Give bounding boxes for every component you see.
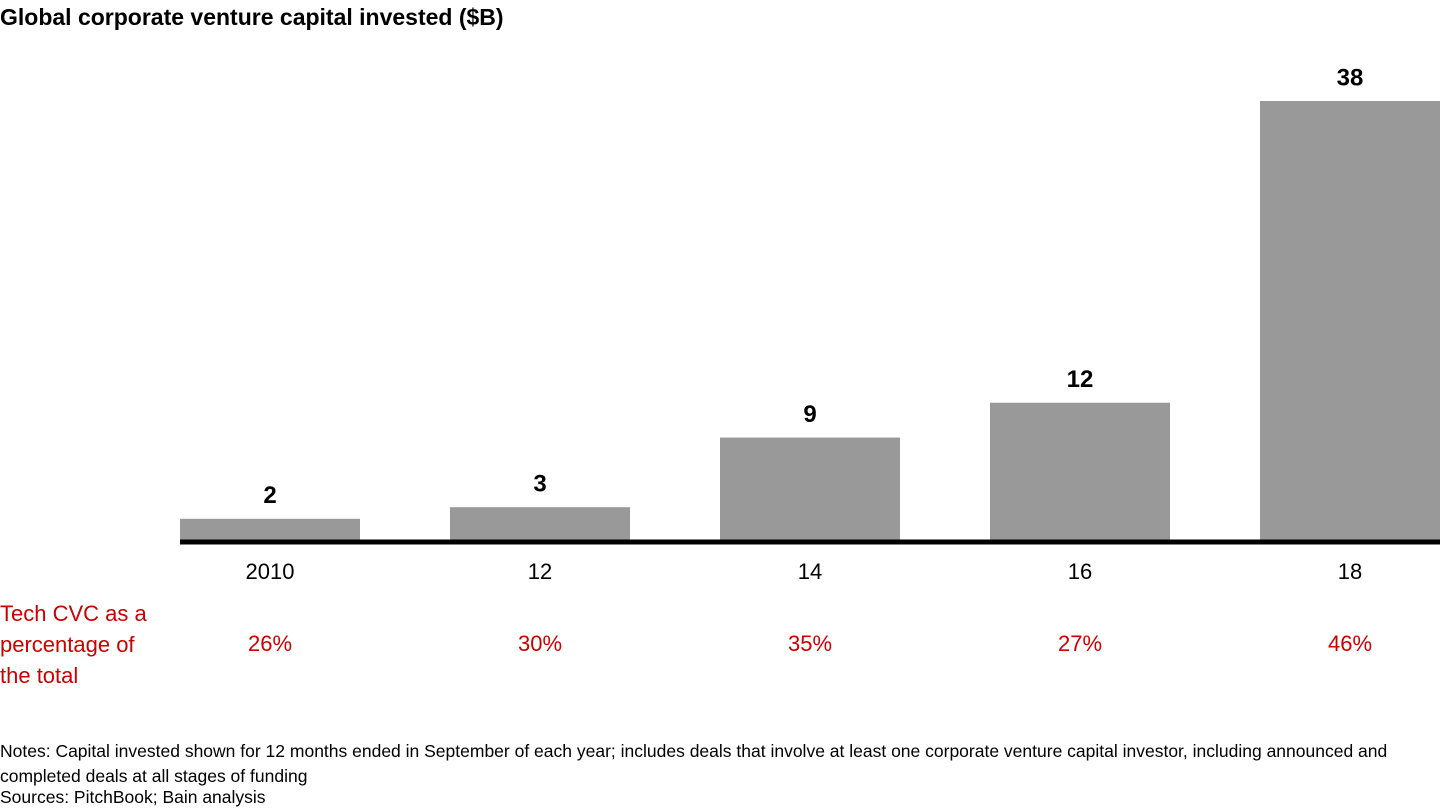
row-label: Tech CVC as a percentage of the total [0, 601, 147, 688]
x-tick-label: 16 [1068, 559, 1092, 584]
share-label: 35% [788, 631, 832, 656]
x-tick-label: 12 [528, 559, 552, 584]
bar [1260, 101, 1440, 542]
share-label: 26% [248, 631, 292, 656]
notes: Notes: Capital invested shown for 12 mon… [0, 741, 1388, 786]
data-label: 3 [533, 471, 546, 498]
x-tick-label: 18 [1338, 559, 1362, 584]
sources: Sources: PitchBook; Bain analysis [0, 787, 266, 807]
bar [720, 437, 900, 542]
share-label: 27% [1058, 631, 1102, 656]
bar [990, 402, 1170, 542]
data-label: 2 [263, 482, 276, 509]
data-label: 9 [803, 401, 816, 428]
share-label: 46% [1328, 631, 1372, 656]
share-label: 30% [518, 631, 562, 656]
chart-title: Global corporate venture capital investe… [0, 4, 504, 30]
data-label: 38 [1337, 64, 1364, 91]
bar [180, 518, 360, 542]
x-tick-label: 14 [798, 559, 822, 584]
x-tick-label: 2010 [246, 559, 295, 584]
bar [450, 507, 630, 542]
data-label: 12 [1067, 366, 1094, 393]
